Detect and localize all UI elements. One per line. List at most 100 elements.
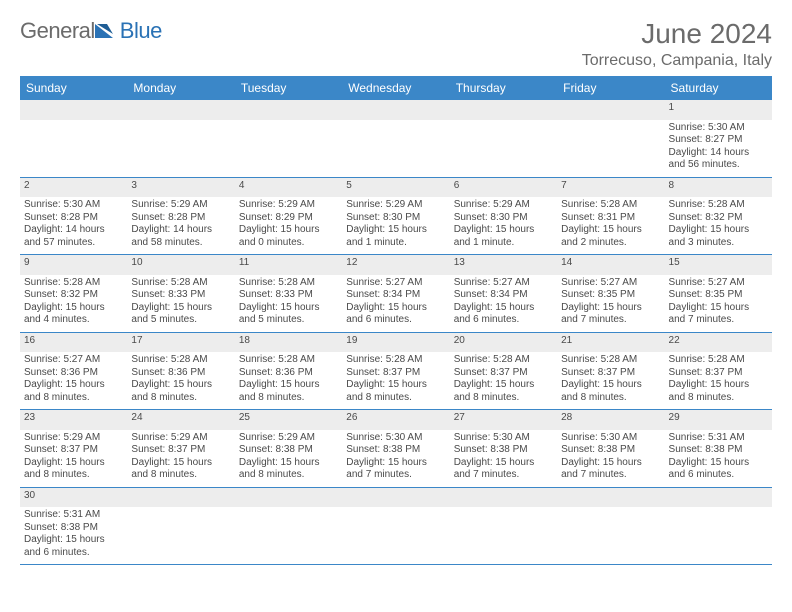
weekday-header: Wednesday [342, 76, 449, 100]
day-number: 15 [665, 255, 772, 275]
sunrise-text: Sunrise: 5:28 AM [24, 277, 123, 290]
sunrise-text: Sunrise: 5:28 AM [561, 354, 660, 367]
daylight-text: Daylight: 15 hours and 8 minutes. [131, 379, 230, 404]
day-detail: Sunrise: 5:28 AMSunset: 8:37 PMDaylight:… [450, 352, 557, 410]
sunrise-text: Sunrise: 5:30 AM [346, 432, 445, 445]
weekday-header: Sunday [20, 76, 127, 100]
sunset-text: Sunset: 8:37 PM [24, 444, 123, 457]
day-number: 5 [342, 177, 449, 197]
day-detail: Sunrise: 5:29 AMSunset: 8:37 PMDaylight:… [127, 430, 234, 488]
day-number [557, 487, 664, 507]
sunset-text: Sunset: 8:38 PM [24, 522, 123, 535]
day-detail: Sunrise: 5:28 AMSunset: 8:32 PMDaylight:… [665, 197, 772, 255]
sunrise-text: Sunrise: 5:30 AM [561, 432, 660, 445]
day-detail: Sunrise: 5:29 AMSunset: 8:30 PMDaylight:… [450, 197, 557, 255]
day-detail: Sunrise: 5:27 AMSunset: 8:36 PMDaylight:… [20, 352, 127, 410]
header: General Blue June 2024 Torrecuso, Campan… [20, 18, 772, 70]
sunset-text: Sunset: 8:32 PM [669, 212, 768, 225]
day-number: 26 [342, 410, 449, 430]
weekday-header: Saturday [665, 76, 772, 100]
day-number: 10 [127, 255, 234, 275]
sunrise-text: Sunrise: 5:27 AM [561, 277, 660, 290]
day-detail: Sunrise: 5:29 AMSunset: 8:37 PMDaylight:… [20, 430, 127, 488]
daylight-text: Daylight: 15 hours and 7 minutes. [669, 302, 768, 327]
sunrise-text: Sunrise: 5:27 AM [346, 277, 445, 290]
day-detail-row: Sunrise: 5:29 AMSunset: 8:37 PMDaylight:… [20, 430, 772, 488]
day-detail: Sunrise: 5:29 AMSunset: 8:29 PMDaylight:… [235, 197, 342, 255]
day-detail: Sunrise: 5:28 AMSunset: 8:33 PMDaylight:… [235, 275, 342, 333]
sunset-text: Sunset: 8:35 PM [561, 289, 660, 302]
day-number [127, 487, 234, 507]
sunrise-text: Sunrise: 5:29 AM [239, 432, 338, 445]
sunrise-text: Sunrise: 5:28 AM [239, 277, 338, 290]
day-number: 6 [450, 177, 557, 197]
day-detail [127, 120, 234, 178]
day-detail: Sunrise: 5:31 AMSunset: 8:38 PMDaylight:… [665, 430, 772, 488]
day-detail: Sunrise: 5:29 AMSunset: 8:30 PMDaylight:… [342, 197, 449, 255]
day-number: 28 [557, 410, 664, 430]
day-number: 22 [665, 332, 772, 352]
sunrise-text: Sunrise: 5:29 AM [454, 199, 553, 212]
sunrise-text: Sunrise: 5:29 AM [131, 432, 230, 445]
sunrise-text: Sunrise: 5:28 AM [131, 277, 230, 290]
day-number: 25 [235, 410, 342, 430]
weekday-header: Tuesday [235, 76, 342, 100]
sunset-text: Sunset: 8:27 PM [669, 134, 768, 147]
daylight-text: Daylight: 15 hours and 7 minutes. [454, 457, 553, 482]
sunset-text: Sunset: 8:36 PM [24, 367, 123, 380]
sunrise-text: Sunrise: 5:30 AM [454, 432, 553, 445]
daylight-text: Daylight: 15 hours and 8 minutes. [239, 379, 338, 404]
day-number: 12 [342, 255, 449, 275]
daylight-text: Daylight: 15 hours and 8 minutes. [669, 379, 768, 404]
flag-icon [95, 22, 117, 40]
day-number: 21 [557, 332, 664, 352]
day-number [235, 100, 342, 120]
day-number: 4 [235, 177, 342, 197]
day-number: 14 [557, 255, 664, 275]
day-number: 24 [127, 410, 234, 430]
sunset-text: Sunset: 8:36 PM [239, 367, 338, 380]
day-number: 13 [450, 255, 557, 275]
sunrise-text: Sunrise: 5:28 AM [561, 199, 660, 212]
day-detail: Sunrise: 5:28 AMSunset: 8:36 PMDaylight:… [235, 352, 342, 410]
sunset-text: Sunset: 8:30 PM [346, 212, 445, 225]
day-detail: Sunrise: 5:28 AMSunset: 8:36 PMDaylight:… [127, 352, 234, 410]
daylight-text: Daylight: 15 hours and 6 minutes. [454, 302, 553, 327]
daylight-text: Daylight: 15 hours and 8 minutes. [131, 457, 230, 482]
brand-part2: Blue [120, 18, 162, 44]
sunset-text: Sunset: 8:38 PM [454, 444, 553, 457]
day-detail: Sunrise: 5:28 AMSunset: 8:31 PMDaylight:… [557, 197, 664, 255]
daylight-text: Daylight: 15 hours and 6 minutes. [24, 534, 123, 559]
daylight-text: Daylight: 15 hours and 8 minutes. [454, 379, 553, 404]
day-number: 29 [665, 410, 772, 430]
day-number: 18 [235, 332, 342, 352]
day-detail-row: Sunrise: 5:30 AMSunset: 8:28 PMDaylight:… [20, 197, 772, 255]
sunset-text: Sunset: 8:37 PM [131, 444, 230, 457]
day-number [450, 487, 557, 507]
sunrise-text: Sunrise: 5:30 AM [24, 199, 123, 212]
daylight-text: Daylight: 15 hours and 8 minutes. [239, 457, 338, 482]
day-detail: Sunrise: 5:28 AMSunset: 8:37 PMDaylight:… [557, 352, 664, 410]
calendar-table: Sunday Monday Tuesday Wednesday Thursday… [20, 76, 772, 565]
sunset-text: Sunset: 8:38 PM [346, 444, 445, 457]
day-detail: Sunrise: 5:29 AMSunset: 8:28 PMDaylight:… [127, 197, 234, 255]
day-detail [235, 120, 342, 178]
sunrise-text: Sunrise: 5:29 AM [131, 199, 230, 212]
day-number [342, 100, 449, 120]
day-detail [20, 120, 127, 178]
day-number: 7 [557, 177, 664, 197]
brand-part1: General [20, 18, 95, 44]
sunset-text: Sunset: 8:37 PM [454, 367, 553, 380]
sunset-text: Sunset: 8:30 PM [454, 212, 553, 225]
day-number-row: 9101112131415 [20, 255, 772, 275]
month-title: June 2024 [582, 18, 772, 50]
sunrise-text: Sunrise: 5:30 AM [669, 122, 768, 135]
day-number [450, 100, 557, 120]
daylight-text: Daylight: 15 hours and 1 minute. [454, 224, 553, 249]
sunset-text: Sunset: 8:37 PM [561, 367, 660, 380]
calendar-body: 1 Sunrise: 5:30 AMSunset: 8:27 PMDayligh… [20, 100, 772, 565]
day-detail: Sunrise: 5:30 AMSunset: 8:38 PMDaylight:… [450, 430, 557, 488]
daylight-text: Daylight: 15 hours and 6 minutes. [669, 457, 768, 482]
sunrise-text: Sunrise: 5:31 AM [24, 509, 123, 522]
day-number: 11 [235, 255, 342, 275]
